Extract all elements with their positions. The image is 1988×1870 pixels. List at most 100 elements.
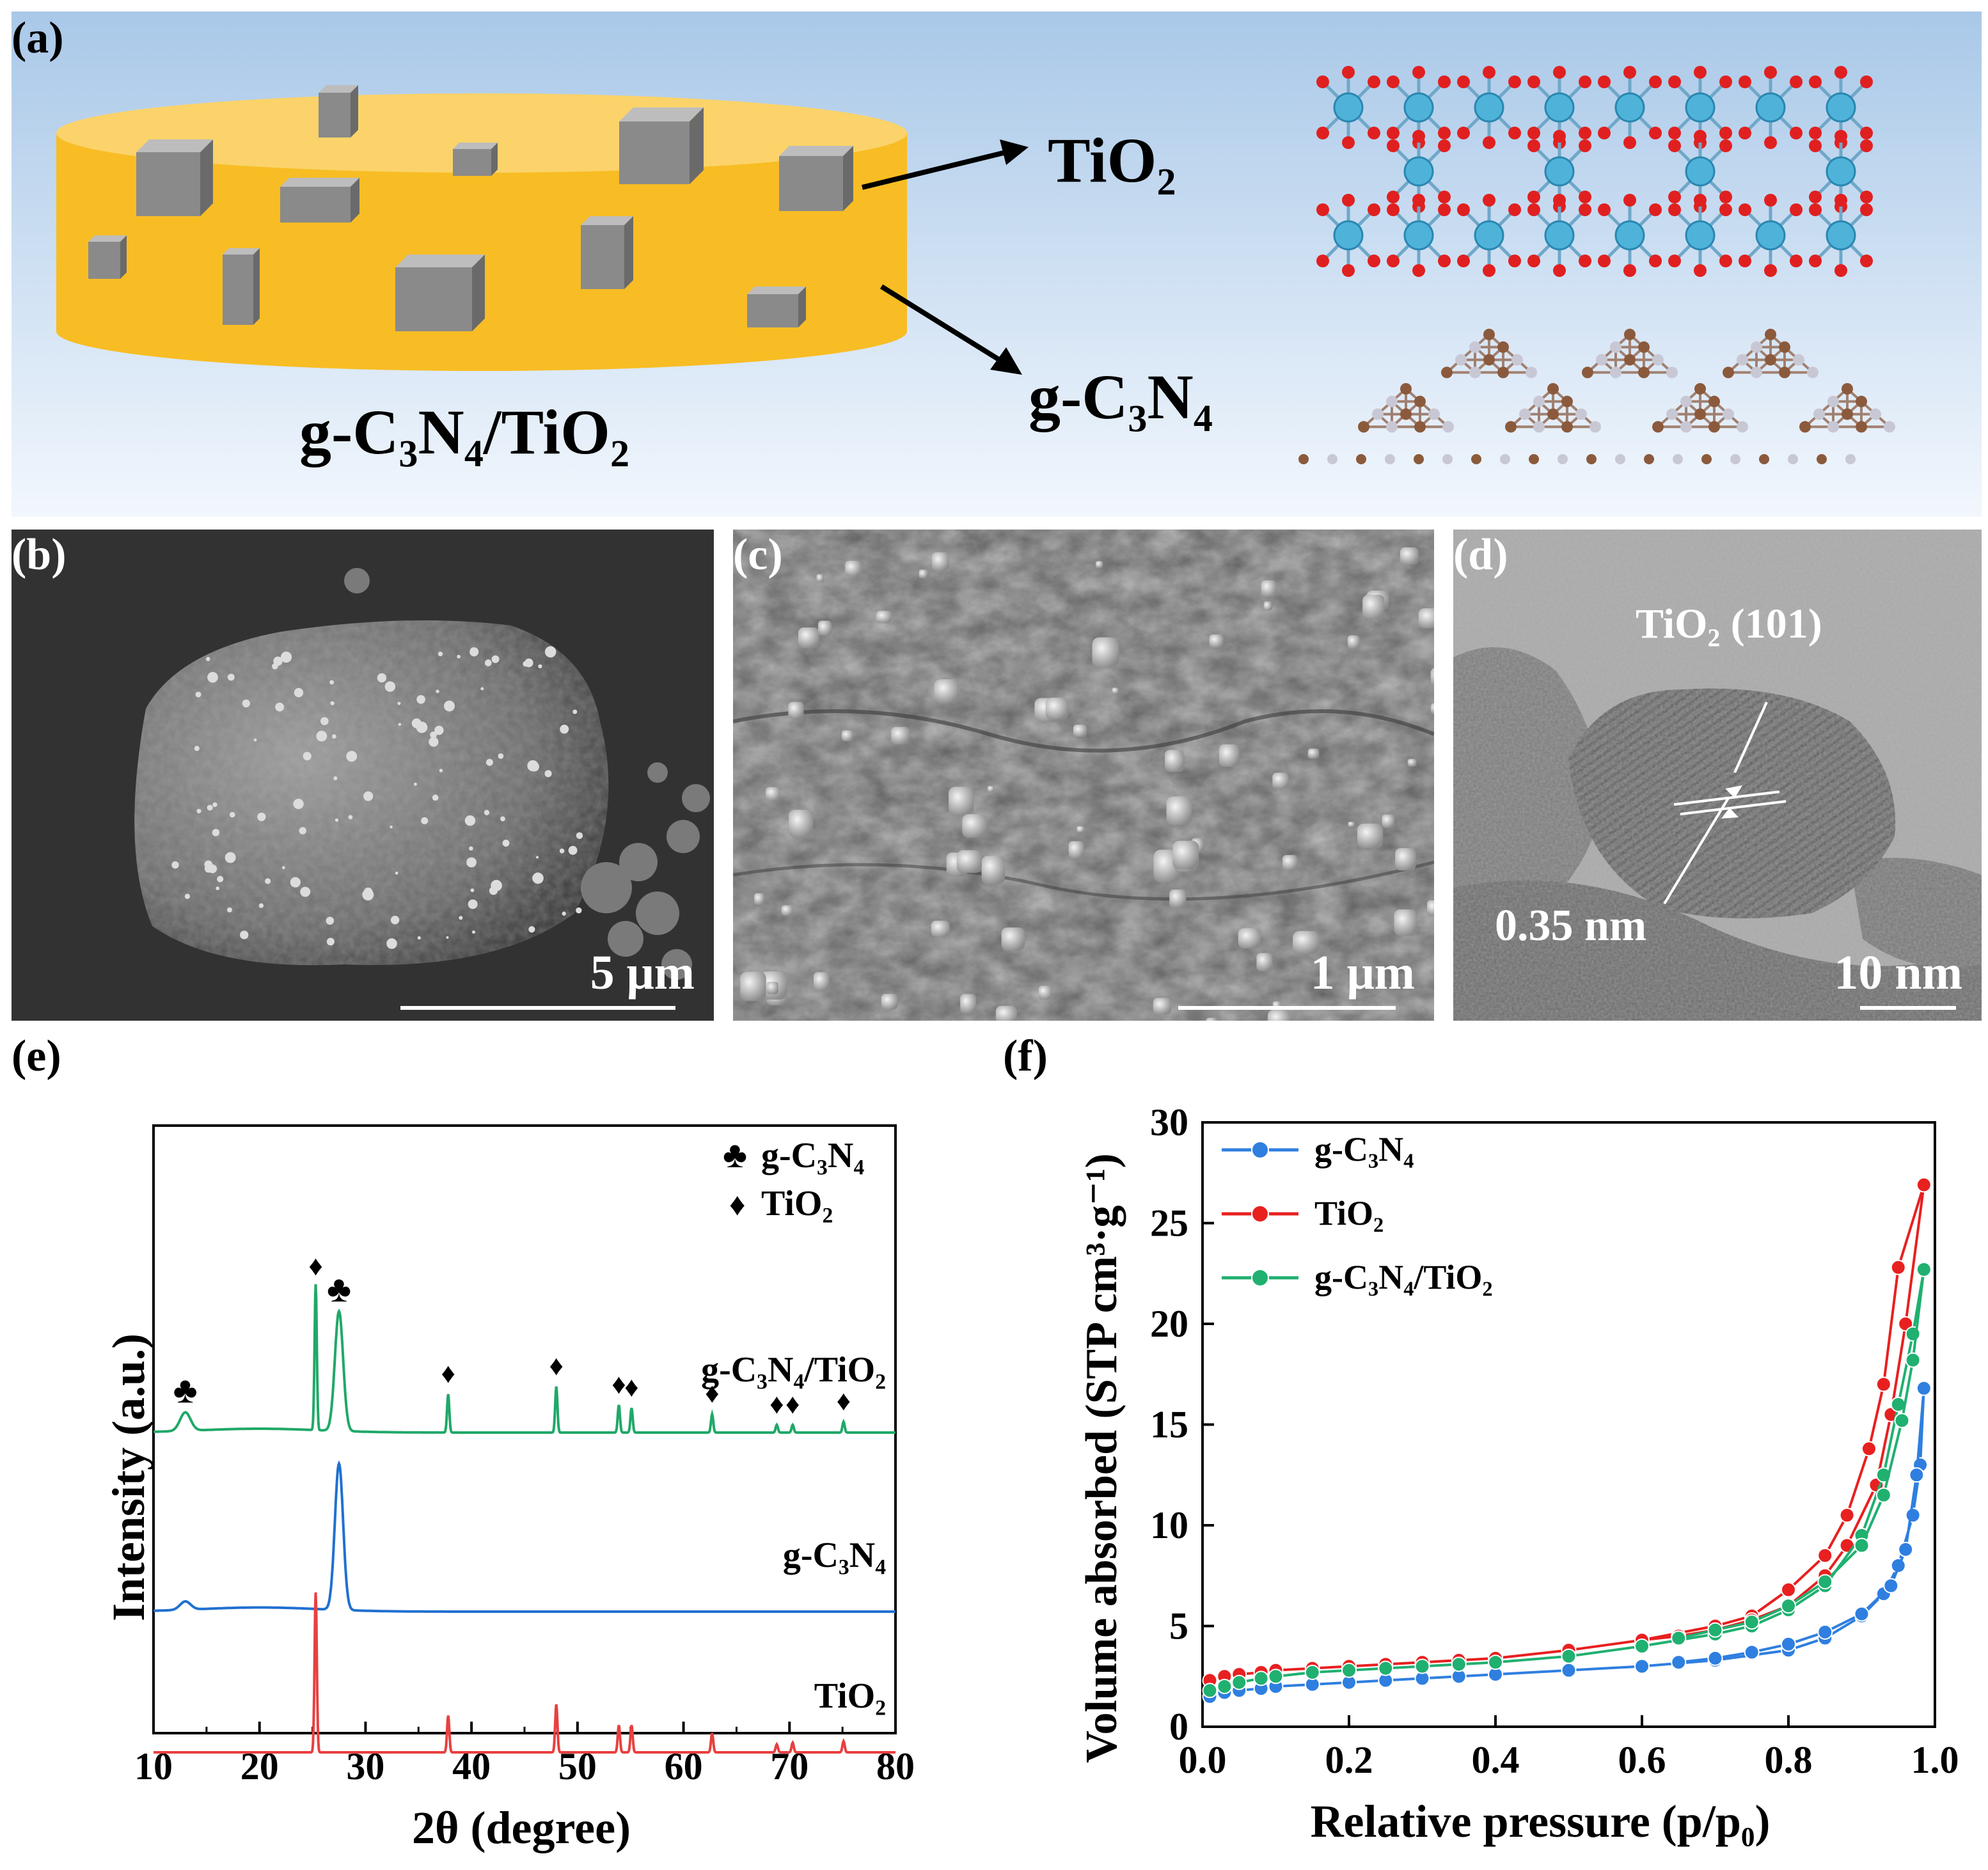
sem-nanoparticle (226, 907, 232, 913)
bet-y-tick-label: 0 (1169, 1706, 1188, 1748)
c-atom (1483, 354, 1495, 366)
tio2-crystal-structure (1316, 66, 1873, 277)
xrd-peak-marker: ♦ (549, 1350, 563, 1381)
sem-nanoparticle (949, 787, 974, 815)
n-atom (1737, 354, 1748, 366)
n-atom (1884, 421, 1895, 433)
bet-data-point (1561, 1662, 1577, 1678)
sem-nanoparticle (1293, 931, 1320, 954)
bet-data-point (1905, 1352, 1921, 1368)
c-atom (1799, 421, 1811, 433)
c-atom (1529, 454, 1539, 464)
sem-nanoparticle (956, 850, 982, 873)
bet-data-point (1217, 1679, 1233, 1694)
sem-nanoparticle (1001, 927, 1025, 951)
sem-nanoparticle (1263, 601, 1272, 611)
sem-nanoparticle (766, 787, 780, 801)
c-atom (1298, 454, 1309, 464)
sem-nanoparticle (881, 994, 898, 1010)
sem-nanoparticle (559, 848, 565, 854)
bet-legend-3: g-C₃N₄/TiO₂ (1314, 1258, 1493, 1296)
sem-nanoparticle (962, 813, 987, 838)
ti-atom (1333, 220, 1364, 251)
n-atom (1793, 354, 1804, 366)
sem-nanoparticle (1068, 841, 1084, 859)
o-atom (1553, 130, 1566, 143)
panel-b-scale-text: 5 μm (590, 946, 695, 1000)
xrd-series-line (154, 1284, 895, 1434)
bet-data-point (1671, 1630, 1687, 1646)
c-atom (1400, 408, 1412, 420)
bet-x-tick-label: 0.0 (1179, 1739, 1227, 1781)
bet-y-tick-label: 25 (1150, 1202, 1188, 1245)
sem-nanoparticle (480, 687, 484, 691)
sem-nanoparticle (417, 936, 421, 940)
o-atom (1457, 127, 1470, 139)
c-atom (1547, 383, 1559, 395)
o-atom (1438, 191, 1451, 203)
n-atom (1610, 341, 1621, 353)
sem-nanoparticle (335, 818, 339, 822)
sem-nanoparticle (981, 856, 1006, 884)
o-atom (1790, 127, 1803, 139)
o-atom (1694, 66, 1707, 79)
o-atom (1457, 255, 1470, 267)
n-atom (1788, 454, 1798, 464)
o-atom (1790, 75, 1803, 88)
o-atom (1649, 255, 1662, 267)
ti-atom (1403, 156, 1434, 187)
o-atom (1579, 255, 1591, 267)
o-atom (1598, 127, 1611, 139)
fringe-spacing-marker (1663, 702, 1787, 905)
bet-data-point (1378, 1660, 1394, 1676)
n-atom (1526, 366, 1537, 379)
bet-data-point (1414, 1658, 1430, 1674)
composite-label: g-C₃N₄/TiO₂ (299, 397, 629, 468)
o-atom (1809, 127, 1822, 139)
n-atom (1813, 408, 1825, 420)
sem-nanoparticle (818, 620, 832, 636)
n-atom (1386, 421, 1398, 433)
o-atom (1579, 127, 1591, 139)
sem-nanoparticle (485, 758, 493, 766)
sem-nanoparticle (1430, 703, 1434, 714)
sem-nanoparticle (299, 827, 306, 835)
bet-y-tick-label: 15 (1150, 1404, 1188, 1446)
c-atom (1842, 408, 1853, 420)
ti-atom (1403, 92, 1434, 123)
sem-nanoparticle (362, 889, 374, 901)
c-atom (1483, 329, 1495, 340)
sem-nanoparticle (377, 673, 387, 683)
sem-nanoparticle (931, 920, 950, 937)
bet-data-point (1861, 1441, 1877, 1457)
panel-c-scale-text: 1 μm (1310, 946, 1415, 1000)
sem-nanoparticle (281, 866, 285, 870)
bet-data-point (1781, 1598, 1796, 1614)
n-atom (1827, 395, 1839, 407)
sem-nanoparticle (1400, 547, 1419, 565)
sem-nanoparticle (1347, 635, 1360, 649)
sem-nanoparticle (363, 791, 374, 801)
sem-nanoparticle (346, 751, 358, 762)
xrd-legend-symbol-2: ♦ (729, 1186, 746, 1222)
sem-nanoparticle (330, 701, 335, 705)
xrd-peak-marker: ♦ (624, 1372, 638, 1403)
sem-nanoparticle (398, 723, 402, 726)
panel-b-label: (b) (12, 530, 67, 579)
xrd-peak-marker: ♣ (327, 1268, 351, 1310)
o-atom (1457, 75, 1470, 88)
sem-nanoparticle (293, 798, 304, 810)
o-atom (1719, 75, 1732, 88)
c-atom (1817, 454, 1827, 464)
o-atom (1764, 264, 1777, 277)
o-atom (1483, 136, 1495, 149)
c-atom (1644, 454, 1654, 464)
sem-nanoparticle (528, 926, 535, 933)
bet-data-point (1744, 1644, 1760, 1660)
c-atom (1779, 341, 1790, 353)
bet-data-point (1707, 1622, 1723, 1638)
bet-series-line (1641, 1184, 1925, 1642)
n-atom (1442, 421, 1454, 433)
sem-nanoparticle (988, 785, 995, 792)
sem-nanoparticle (436, 689, 439, 693)
